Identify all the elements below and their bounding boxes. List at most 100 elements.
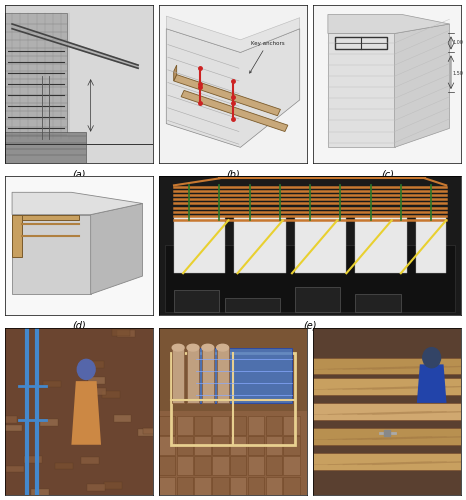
Bar <box>159 416 175 434</box>
Bar <box>88 377 105 384</box>
Bar <box>248 436 264 455</box>
Bar <box>4 424 22 432</box>
Bar <box>248 476 264 495</box>
Polygon shape <box>12 214 22 256</box>
Polygon shape <box>226 298 280 312</box>
Bar <box>313 428 461 445</box>
Polygon shape <box>187 348 199 403</box>
Bar <box>283 416 300 434</box>
Polygon shape <box>417 364 446 403</box>
Polygon shape <box>174 218 226 274</box>
Polygon shape <box>202 348 214 403</box>
Ellipse shape <box>187 344 199 351</box>
Ellipse shape <box>217 344 228 351</box>
Polygon shape <box>217 348 228 403</box>
Ellipse shape <box>202 344 214 351</box>
Bar <box>230 436 247 455</box>
Bar <box>283 456 300 475</box>
Bar <box>212 476 228 495</box>
Text: (d): (d) <box>72 320 86 330</box>
Bar <box>313 378 461 394</box>
Polygon shape <box>166 16 300 52</box>
Bar <box>104 482 122 489</box>
Bar <box>266 476 282 495</box>
Polygon shape <box>395 24 450 148</box>
Bar <box>283 476 300 495</box>
Bar <box>230 456 247 475</box>
Polygon shape <box>328 14 450 34</box>
Polygon shape <box>234 218 286 274</box>
Bar <box>230 476 247 495</box>
Polygon shape <box>174 65 177 81</box>
Polygon shape <box>12 192 143 214</box>
Polygon shape <box>181 90 288 132</box>
Bar <box>102 391 120 398</box>
Polygon shape <box>416 218 446 274</box>
Bar <box>248 416 264 434</box>
Bar <box>82 457 99 464</box>
Bar <box>138 429 156 436</box>
Polygon shape <box>5 132 86 163</box>
Polygon shape <box>5 13 67 140</box>
Bar <box>194 476 211 495</box>
Polygon shape <box>356 218 407 274</box>
Bar <box>194 456 211 475</box>
Text: 1.50: 1.50 <box>452 70 463 76</box>
Bar <box>0 416 17 423</box>
Polygon shape <box>174 290 219 312</box>
Bar <box>266 416 282 434</box>
Bar <box>159 476 175 495</box>
Bar <box>212 416 228 434</box>
Bar <box>114 416 131 422</box>
Bar <box>88 388 106 395</box>
Bar <box>117 330 135 336</box>
Bar <box>266 436 282 455</box>
Bar <box>177 476 193 495</box>
Polygon shape <box>91 204 143 294</box>
Text: (c): (c) <box>381 170 394 179</box>
Text: (a): (a) <box>72 170 86 179</box>
Text: (e): (e) <box>303 320 317 330</box>
Circle shape <box>423 348 440 368</box>
Bar <box>6 466 24 472</box>
Bar <box>194 436 211 455</box>
Polygon shape <box>196 348 292 403</box>
Bar <box>194 416 211 434</box>
Ellipse shape <box>172 344 184 351</box>
Bar <box>143 428 161 434</box>
Polygon shape <box>71 381 101 445</box>
Bar <box>248 456 264 475</box>
Polygon shape <box>295 287 340 312</box>
Bar <box>177 456 193 475</box>
Polygon shape <box>12 214 79 220</box>
Bar <box>24 456 42 463</box>
Text: 1.00: 1.00 <box>452 40 463 46</box>
Bar <box>266 456 282 475</box>
Polygon shape <box>328 34 395 148</box>
Polygon shape <box>12 214 91 294</box>
Bar <box>171 352 295 445</box>
Bar <box>112 330 130 336</box>
Polygon shape <box>356 294 401 312</box>
Bar <box>313 453 461 470</box>
Bar <box>159 456 175 475</box>
Text: Key anchors: Key anchors <box>250 40 284 73</box>
Polygon shape <box>295 218 346 274</box>
Bar <box>55 462 73 469</box>
Polygon shape <box>165 246 455 312</box>
Bar <box>41 420 58 426</box>
Bar <box>43 380 61 388</box>
Bar <box>32 489 49 496</box>
Polygon shape <box>166 28 300 148</box>
Bar <box>177 416 193 434</box>
Bar <box>212 456 228 475</box>
Polygon shape <box>159 412 307 495</box>
Bar <box>159 436 175 455</box>
Circle shape <box>77 360 95 380</box>
Bar <box>212 436 228 455</box>
Bar <box>86 361 103 368</box>
Bar <box>87 484 105 490</box>
Text: (b): (b) <box>226 170 240 179</box>
Bar <box>230 416 247 434</box>
Bar <box>313 358 461 374</box>
